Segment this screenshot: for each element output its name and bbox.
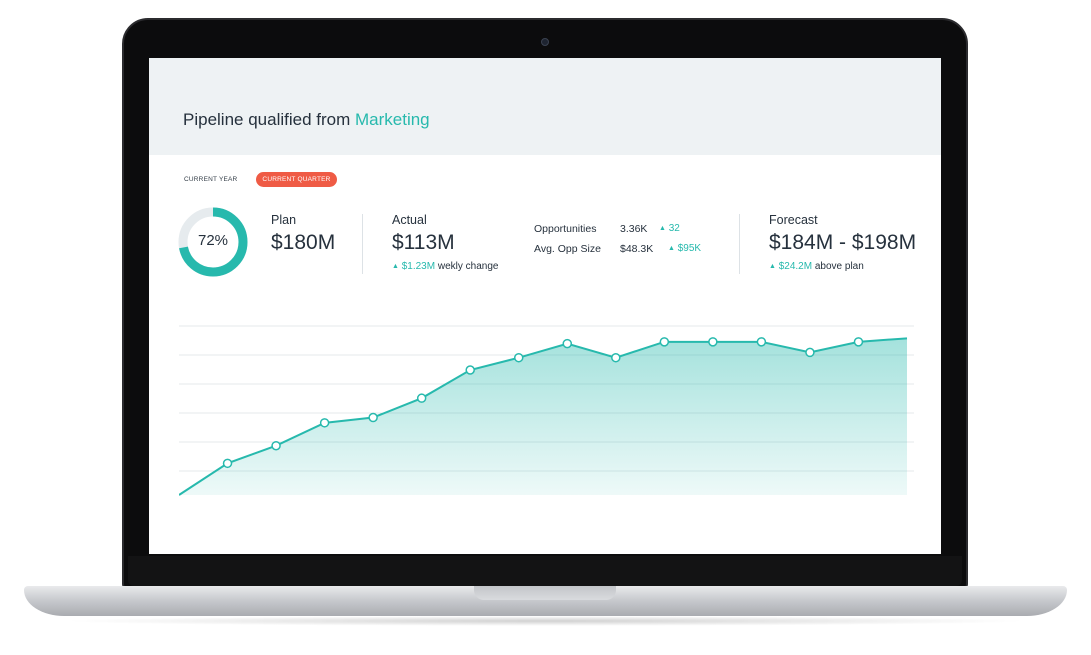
divider bbox=[362, 214, 363, 274]
forecast-change: ▲ $24.2M above plan bbox=[769, 261, 864, 272]
up-triangle-icon: ▲ bbox=[769, 263, 776, 270]
chart-data-point bbox=[222, 458, 233, 469]
up-triangle-icon: ▲ bbox=[668, 245, 675, 252]
laptop-bezel bbox=[128, 556, 962, 586]
actual-change-amount: $1.23M bbox=[401, 261, 436, 272]
actual-change-suffix: wekly change bbox=[437, 261, 499, 272]
pipeline-area-chart bbox=[179, 325, 914, 496]
chart-data-point bbox=[708, 337, 718, 347]
title-accent: Marketing bbox=[354, 110, 430, 129]
opportunities-delta: ▲ 32 bbox=[659, 223, 680, 234]
avg-opp-size-delta-value: $95K bbox=[677, 243, 702, 254]
chart-data-point bbox=[416, 393, 427, 403]
current-quarter-toggle[interactable]: CURRENT QUARTER bbox=[256, 172, 337, 187]
forecast-label: Forecast bbox=[769, 213, 818, 227]
plan-progress-donut bbox=[178, 207, 248, 277]
actual-value: $113M bbox=[392, 231, 455, 254]
opportunities-value: 3.36K bbox=[620, 223, 648, 235]
chart-data-point bbox=[271, 440, 281, 451]
plan-label: Plan bbox=[271, 213, 297, 227]
donut-progress-arc bbox=[178, 207, 248, 277]
chart-data-point bbox=[853, 337, 864, 347]
current-year-toggle[interactable]: CURRENT YEAR bbox=[184, 176, 238, 183]
chart-data-point bbox=[659, 337, 670, 347]
opportunities-delta-value: 32 bbox=[668, 223, 680, 234]
dashboard-screen: Pipeline qualified from Marketing CURREN… bbox=[149, 58, 941, 554]
forecast-change-suffix: above plan bbox=[814, 261, 864, 272]
actual-label: Actual bbox=[392, 213, 427, 227]
avg-opp-size-value: $48.3K bbox=[620, 243, 654, 255]
opportunities-label: Opportunities bbox=[534, 223, 597, 235]
chart-data-point bbox=[368, 412, 378, 423]
laptop-notch bbox=[474, 586, 616, 600]
webcam-icon bbox=[541, 38, 549, 46]
chart-data-point bbox=[611, 352, 621, 363]
page-title: Pipeline qualified from Marketing bbox=[183, 110, 430, 130]
forecast-value: $184M - $198M bbox=[769, 231, 917, 254]
up-triangle-icon: ▲ bbox=[392, 263, 399, 270]
chart-data-point bbox=[465, 365, 475, 375]
chart-area-fill bbox=[179, 338, 907, 495]
avg-opp-size-delta: ▲ $95K bbox=[668, 243, 701, 254]
dashboard-header: Pipeline qualified from Marketing bbox=[149, 58, 941, 155]
chart-data-point bbox=[805, 347, 815, 358]
chart-series-line bbox=[179, 337, 908, 496]
plan-percent: 72% bbox=[197, 232, 229, 249]
laptop-shadow bbox=[60, 616, 1031, 626]
chart-data-point bbox=[562, 338, 573, 349]
chart-data-point bbox=[756, 337, 767, 347]
chart-data-point bbox=[319, 418, 330, 428]
title-prefix: Pipeline qualified from bbox=[183, 110, 355, 129]
plan-value: $180M bbox=[271, 231, 336, 254]
actual-weekly-change: ▲ $1.23M wekly change bbox=[392, 261, 498, 272]
forecast-change-amount: $24.2M bbox=[778, 261, 813, 272]
divider bbox=[739, 214, 740, 274]
avg-opp-size-label: Avg. Opp Size bbox=[534, 243, 601, 255]
up-triangle-icon: ▲ bbox=[659, 225, 666, 232]
chart-data-point bbox=[513, 352, 524, 363]
